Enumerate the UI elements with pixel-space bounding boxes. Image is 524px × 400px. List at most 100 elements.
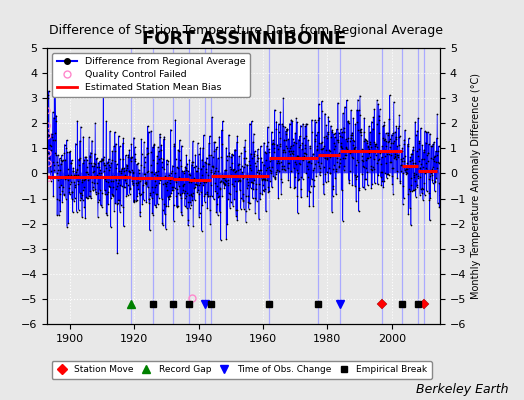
Point	[374, 156, 382, 163]
Point	[149, 211, 158, 218]
Point	[90, 180, 99, 187]
Point	[249, 139, 257, 145]
Point	[191, 184, 199, 190]
Point	[145, 196, 153, 203]
Point	[239, 164, 248, 170]
Point	[186, 198, 194, 205]
Point	[290, 159, 299, 165]
Point	[213, 201, 222, 207]
Point	[147, 184, 156, 190]
Point	[74, 156, 83, 162]
Point	[107, 173, 116, 179]
Point	[45, 88, 53, 94]
Point	[114, 180, 122, 186]
Point	[222, 236, 231, 242]
Point	[197, 165, 205, 172]
Point	[120, 184, 128, 190]
Point	[280, 123, 289, 130]
Point	[287, 148, 295, 154]
Point	[433, 152, 442, 158]
Point	[167, 170, 175, 177]
Point	[170, 185, 179, 191]
Point	[224, 182, 233, 188]
Point	[274, 167, 282, 173]
Text: Berkeley Earth: Berkeley Earth	[416, 383, 508, 396]
Point	[99, 156, 107, 163]
Point	[132, 158, 140, 164]
Point	[110, 143, 118, 149]
Point	[96, 173, 105, 179]
Point	[384, 139, 392, 145]
Point	[342, 152, 351, 158]
Point	[124, 182, 132, 189]
Point	[365, 146, 374, 152]
Point	[53, 162, 62, 169]
Point	[50, 150, 59, 156]
Point	[135, 192, 144, 198]
Point	[311, 136, 320, 142]
Point	[362, 157, 370, 163]
Point	[93, 164, 101, 170]
Point	[68, 196, 76, 202]
Point	[105, 162, 113, 168]
Point	[233, 139, 241, 146]
Point	[247, 150, 255, 157]
Point	[198, 202, 206, 208]
Point	[211, 187, 220, 194]
Point	[387, 140, 396, 146]
Point	[91, 150, 99, 157]
Point	[385, 138, 394, 144]
Point	[239, 197, 247, 204]
Point	[343, 97, 351, 103]
Point	[133, 161, 141, 167]
Point	[192, 178, 200, 184]
Point	[165, 192, 173, 199]
Point	[405, 164, 413, 170]
Point	[412, 171, 420, 177]
Point	[261, 176, 269, 182]
Point	[69, 165, 78, 171]
Point	[201, 191, 210, 198]
Point	[312, 147, 321, 153]
Point	[358, 171, 366, 177]
Point	[317, 160, 325, 166]
Point	[45, 175, 53, 182]
Point	[146, 192, 155, 198]
Point	[105, 183, 113, 190]
Point	[162, 180, 170, 187]
Point	[101, 187, 109, 194]
Point	[172, 178, 180, 185]
Point	[88, 163, 96, 170]
Point	[81, 215, 90, 221]
Point	[418, 190, 426, 196]
Point	[59, 184, 68, 191]
Point	[82, 194, 91, 200]
Point	[419, 164, 428, 170]
Point	[159, 222, 167, 228]
Point	[215, 134, 223, 140]
Point	[80, 184, 88, 191]
Point	[54, 166, 62, 173]
Point	[57, 157, 66, 164]
Point	[48, 130, 56, 137]
Point	[435, 180, 443, 186]
Point	[55, 212, 63, 218]
Point	[303, 174, 312, 180]
Point	[193, 189, 201, 196]
Point	[102, 178, 110, 184]
Point	[294, 177, 303, 183]
Point	[198, 172, 206, 178]
Point	[309, 167, 318, 173]
Point	[228, 180, 236, 187]
Point	[98, 190, 106, 197]
Point	[313, 146, 322, 152]
Point	[325, 154, 334, 160]
Point	[333, 137, 341, 144]
Point	[379, 184, 387, 190]
Point	[82, 154, 90, 160]
Point	[248, 155, 256, 161]
Point	[303, 159, 312, 165]
Point	[292, 167, 301, 174]
Point	[249, 151, 258, 158]
Point	[361, 136, 369, 142]
